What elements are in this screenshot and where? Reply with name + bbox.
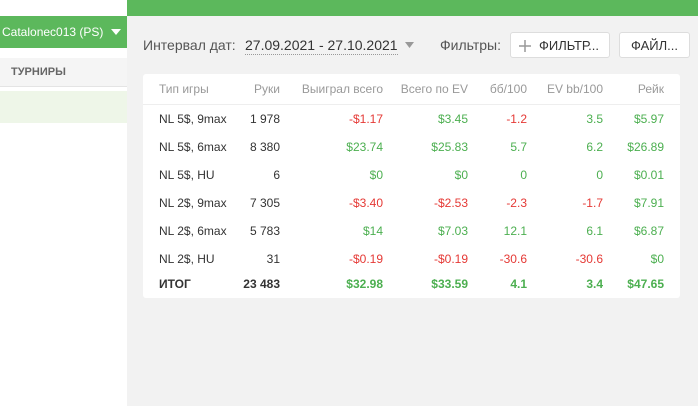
table-cell: $0 [650, 252, 664, 266]
table-cell: 3.5 [586, 112, 603, 126]
top-bar [0, 0, 698, 16]
sidebar-item[interactable]: ТУРНИРЫ [0, 58, 127, 87]
account-name[interactable]: Catalonec013 (PS) [2, 25, 104, 39]
date-label: Интервал дат: [143, 37, 236, 53]
column-header: Всего по EV [400, 82, 468, 96]
dropdown-arrow [110, 29, 121, 35]
date-range[interactable]: 27.09.2021 - 27.10.2021 [245, 37, 398, 55]
column-header: бб/100 [489, 82, 527, 96]
total-cell: 23 483 [243, 277, 280, 291]
column-header: Тип игры [159, 82, 209, 96]
table-cell: 1 978 [249, 112, 280, 126]
total-cell: $33.59 [431, 277, 468, 291]
table-cell: $23.74 [346, 140, 383, 154]
selected-row [0, 91, 127, 123]
table-cell: $7.03 [437, 224, 468, 238]
table-cell: NL 5$, 6max [159, 140, 227, 154]
total-cell: $47.65 [627, 277, 664, 291]
total-cell: $32.98 [346, 277, 383, 291]
sidebar-item-label[interactable]: ТУРНИРЫ [11, 66, 66, 78]
table-cell: NL 2$, 9max [159, 196, 227, 210]
table-cell: $0 [454, 168, 468, 182]
table-cell: NL 5$, HU [159, 168, 215, 182]
table-cell: NL 2$, 6max [159, 224, 227, 238]
table-cell: $5.97 [633, 112, 664, 126]
filter-button[interactable]: ФИЛЬТР... [510, 32, 610, 58]
table-cell: NL 5$, 9max [159, 112, 227, 126]
table-cell: 0 [520, 168, 527, 182]
table-cell: 6 [273, 168, 280, 182]
table-cell: 5.7 [510, 140, 527, 154]
account-selector[interactable]: Catalonec013 (PS) [0, 16, 127, 48]
plus-icon [519, 40, 531, 52]
total-cell: 4.1 [510, 277, 527, 291]
filter-button-label[interactable]: ФИЛЬТР... [539, 38, 599, 53]
table-cell: $0 [369, 168, 383, 182]
table-cell: 31 [266, 252, 280, 266]
table-cell: 12.1 [503, 224, 527, 238]
column-header: EV bb/100 [546, 82, 603, 96]
column-header: Руки [254, 82, 280, 96]
table-cell: -$0.19 [348, 252, 383, 266]
table-cell: 0 [596, 168, 603, 182]
column-header: Выиграл всего [301, 82, 383, 96]
table-cell: $7.91 [633, 196, 664, 210]
file-button[interactable]: ФАЙЛ... [619, 32, 690, 58]
file-button-label[interactable]: ФАЙЛ... [631, 38, 678, 53]
table-cell: 6.2 [586, 140, 603, 154]
table-cell: -1.2 [506, 112, 527, 126]
table-cell: 7 305 [249, 196, 280, 210]
table-cell: $25.83 [431, 140, 468, 154]
table-cell: -$3.40 [348, 196, 383, 210]
table-cell: -30.6 [499, 252, 527, 266]
table-cell: -$2.53 [433, 196, 468, 210]
header-divider [143, 104, 680, 105]
table-cell: $26.89 [627, 140, 664, 154]
table-cell: $14 [362, 224, 383, 238]
column-header: Рейк [637, 82, 664, 96]
table-cell: NL 2$, HU [159, 252, 215, 266]
table-cell: $6.87 [633, 224, 664, 238]
table-cell: -30.6 [575, 252, 603, 266]
table-cell: $3.45 [437, 112, 468, 126]
stats-table: Тип игры Руки Выиграл всего Всего по EV бб/1… [143, 74, 680, 298]
table-cell: $0.01 [633, 168, 664, 182]
total-cell: 3.4 [586, 277, 603, 291]
date-dropdown-arrow [405, 42, 414, 48]
total-cell: ИТОГ [159, 277, 191, 291]
table-cell: 5 783 [249, 224, 280, 238]
table-cell: -$1.17 [348, 112, 383, 126]
table-cell: 6.1 [586, 224, 603, 238]
filters-label: Фильтры: [440, 37, 501, 53]
table-cell: 8 380 [249, 140, 280, 154]
table-cell: -1.7 [582, 196, 603, 210]
table-cell: -$0.19 [433, 252, 468, 266]
table-cell: -2.3 [506, 196, 527, 210]
